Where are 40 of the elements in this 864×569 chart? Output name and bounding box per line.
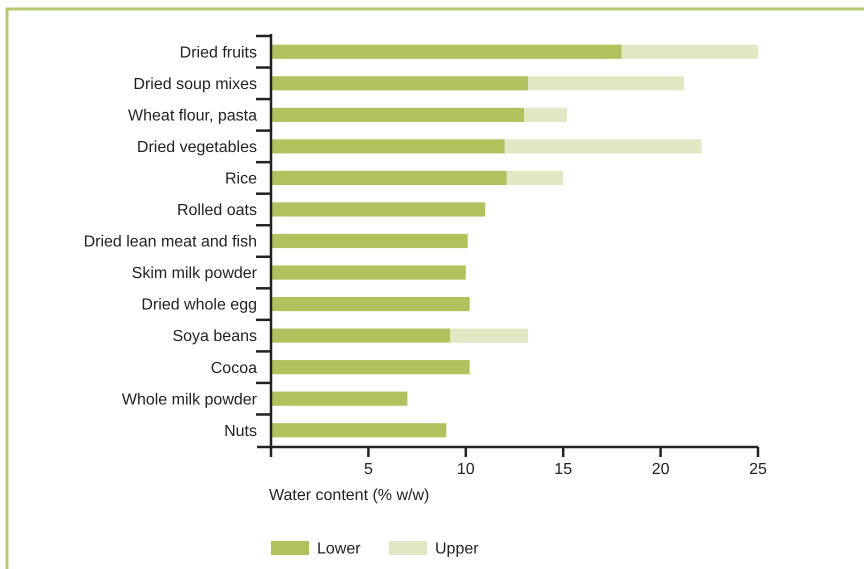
y-tick-label: Dried lean meat and fish xyxy=(84,234,257,251)
y-tick-label: Wheat flour, pasta xyxy=(128,107,258,124)
legend-label: Upper xyxy=(435,540,480,558)
bar xyxy=(528,76,684,90)
bar xyxy=(622,44,758,59)
bar xyxy=(271,328,450,343)
x-tick-label: 25 xyxy=(749,461,767,478)
x-tick-label: 20 xyxy=(652,461,670,478)
bar xyxy=(271,234,468,248)
bar xyxy=(271,108,524,122)
y-tick-label: Soya beans xyxy=(172,328,257,346)
bar xyxy=(271,139,505,154)
x-tick-label: 5 xyxy=(364,461,373,478)
bar xyxy=(271,423,446,438)
y-tick-label: Dried whole egg xyxy=(141,296,257,314)
bar xyxy=(271,392,408,406)
bar xyxy=(271,170,507,186)
bar xyxy=(271,76,528,90)
x-tick-label: 15 xyxy=(554,461,572,478)
bar xyxy=(271,296,470,312)
y-tick-label: Dried fruits xyxy=(180,44,257,62)
y-tick-label: Dried soup mixes xyxy=(133,76,257,93)
y-tick-label: Rice xyxy=(224,170,258,188)
y-tick-label: Dried vegetables xyxy=(136,138,257,156)
bar xyxy=(504,139,702,154)
x-axis-title: Water content (% w/w) xyxy=(269,487,430,504)
y-tick-label: Cocoa xyxy=(210,360,258,377)
bar xyxy=(450,328,528,343)
x-tick-label: 10 xyxy=(456,461,475,478)
legend-label: Lower xyxy=(317,540,362,558)
bar xyxy=(271,265,466,280)
bar xyxy=(271,202,486,217)
bar xyxy=(524,108,568,122)
bar xyxy=(271,360,470,374)
y-tick-label: Rolled oats xyxy=(176,202,257,220)
y-tick-label: Skim milk powder xyxy=(132,265,258,282)
y-tick-label: Whole milk powder xyxy=(122,391,258,408)
bar xyxy=(506,170,564,186)
bar xyxy=(271,44,622,59)
y-tick-label: Nuts xyxy=(224,422,257,440)
